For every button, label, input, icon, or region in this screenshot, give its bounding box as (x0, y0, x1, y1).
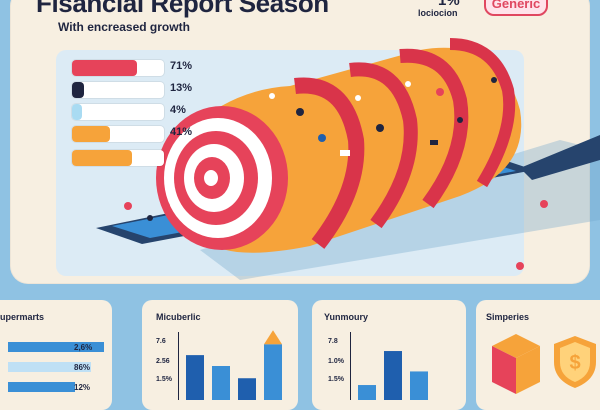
percent-bar-fill (72, 126, 110, 142)
supermarts-bar (8, 342, 104, 352)
y-tick: 7.8 (328, 338, 338, 345)
y-axis (178, 332, 179, 400)
y-tick: 1.0% (328, 358, 344, 365)
percent-bar-label: 13% (170, 82, 193, 94)
percent-bar-label: 4% (170, 104, 186, 116)
supermarts-bar (8, 382, 76, 392)
card-title: upermarts (0, 312, 45, 322)
card-yunmoury: Yunmoury 7.8 1.0% 1.5% (312, 300, 466, 410)
bar (358, 385, 376, 400)
percent-bar-track (72, 126, 164, 142)
top-right-percent: 1% (438, 0, 460, 9)
bar-cap (264, 330, 282, 345)
percent-bar-track (72, 150, 164, 166)
percent-bar-fill (72, 150, 132, 166)
bar (384, 351, 402, 400)
supermarts-bar-label: 2,6% (74, 343, 93, 352)
yunmoury-bar-chart (358, 351, 428, 400)
shield-dollar-icon: $ (554, 336, 596, 388)
micuberlic-bar-chart (186, 330, 282, 400)
swiss-roll-illustration (96, 38, 600, 280)
percent-bar-label: 71% (170, 60, 193, 72)
y-tick: 1.5% (156, 376, 172, 383)
percent-bar-track (72, 104, 164, 120)
percent-bar-track (72, 82, 164, 98)
box-icon (492, 334, 540, 394)
card-title: Yunmoury (324, 312, 369, 322)
svg-text:$: $ (569, 352, 580, 374)
supermarts-bar (8, 362, 91, 372)
tray-handle (520, 135, 600, 180)
bar (264, 344, 282, 400)
supermarts-bar-label: 86% (74, 363, 91, 372)
y-tick: 1.5% (328, 376, 344, 383)
bar (238, 378, 256, 400)
bar (410, 371, 428, 400)
percent-bar-fill (72, 82, 84, 98)
percent-bar-label: 41% (170, 126, 193, 138)
y-tick: 7.6 (156, 338, 166, 345)
card-title: Simperies (486, 312, 530, 322)
y-tick: 2.56 (156, 358, 170, 365)
page-subtitle: With encreased growth (58, 20, 190, 34)
percent-bar-fill (72, 60, 138, 76)
percent-bar-fill (72, 104, 82, 120)
percent-bar-track (72, 60, 164, 76)
generic-badge-button[interactable]: Generic (484, 0, 548, 16)
page-title: Fisancial Report Season (36, 0, 329, 18)
bar (212, 366, 230, 400)
card-supermarts: upermarts 2,6% 86% 12% (0, 300, 112, 410)
card-simperies: Simperies $ (476, 300, 600, 410)
sprinkles (124, 77, 548, 270)
card-title: Micuberlic (156, 312, 201, 322)
supermarts-bar-label: 12% (74, 383, 91, 392)
card-micuberlic: Micuberlic 7.6 2.56 1.5% (142, 300, 298, 410)
bar (186, 355, 204, 400)
y-axis (350, 332, 351, 400)
top-right-caption: lociocion (418, 8, 458, 18)
